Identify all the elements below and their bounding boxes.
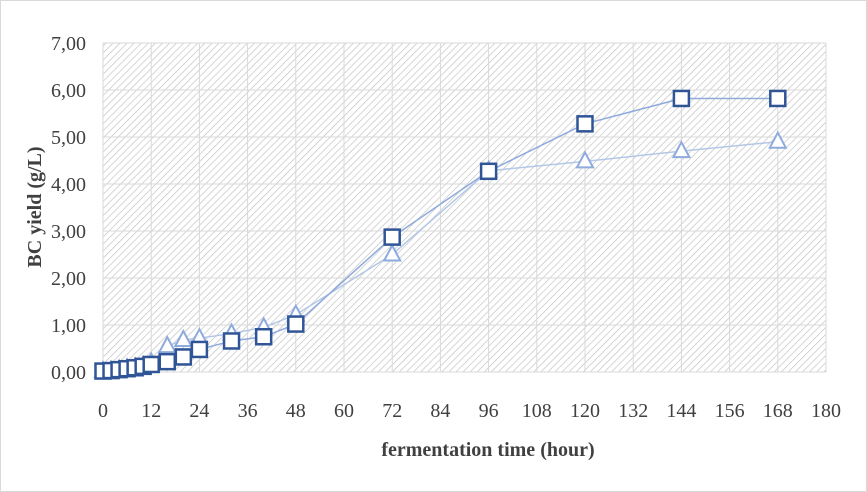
triangle-marker [575,150,595,169]
square-marker [576,115,594,133]
y-tick-label: 4,00 [51,174,86,196]
x-tick-label: 60 [334,400,354,422]
square-marker [383,228,401,246]
x-tick-label: 108 [522,400,552,422]
x-tick-label: 168 [763,400,793,422]
x-tick-label: 24 [189,400,209,422]
y-tick-label: 0,00 [51,362,86,384]
square-marker [158,352,177,371]
square-marker [142,355,160,374]
x-axis-title: fermentation time (hour) [381,439,594,461]
square-marker [174,348,193,366]
square-marker [222,332,241,350]
square-marker [769,89,787,108]
x-tick-label: 132 [618,400,648,422]
square-marker [672,89,691,108]
square-marker [287,315,305,333]
triangle-marker [382,243,402,262]
x-tick-label: 96 [479,400,499,422]
y-tick-label: 5,00 [51,127,86,149]
x-tick-label: 48 [286,400,306,422]
tick-labels: 0 12 24 36 48 60 72 84 96 108 120 132 144 156 168 180 0,… [51,33,841,422]
gridlines [102,42,827,373]
y-tick-label: 3,00 [51,221,86,243]
triangle-marker [173,328,193,347]
series-square [94,89,787,380]
triangle-marker [768,130,788,149]
y-tick-label: 6,00 [51,80,86,102]
x-tick-label: 180 [811,400,841,422]
series-layer [93,89,788,380]
triangle-marker [671,139,692,159]
x-tick-label: 84 [430,400,450,422]
x-tick-label: 120 [570,400,600,422]
y-tick-label: 2,00 [51,268,86,290]
x-tick-label: 0 [98,400,108,422]
x-tick-label: 156 [715,400,745,422]
square-marker [190,340,209,359]
square-marker [254,328,273,346]
y-tick-label: 7,00 [51,33,86,55]
y-axis-title: BC yield (g/L) [24,146,46,267]
plot-area [103,43,826,372]
x-tick-label: 36 [238,400,258,422]
y-tick-label: 1,00 [51,315,86,337]
x-tick-label: 72 [382,400,402,422]
x-tick-label: 12 [141,400,161,422]
x-tick-label: 144 [666,400,696,422]
square-marker [479,162,498,181]
triangle-marker [157,334,177,354]
